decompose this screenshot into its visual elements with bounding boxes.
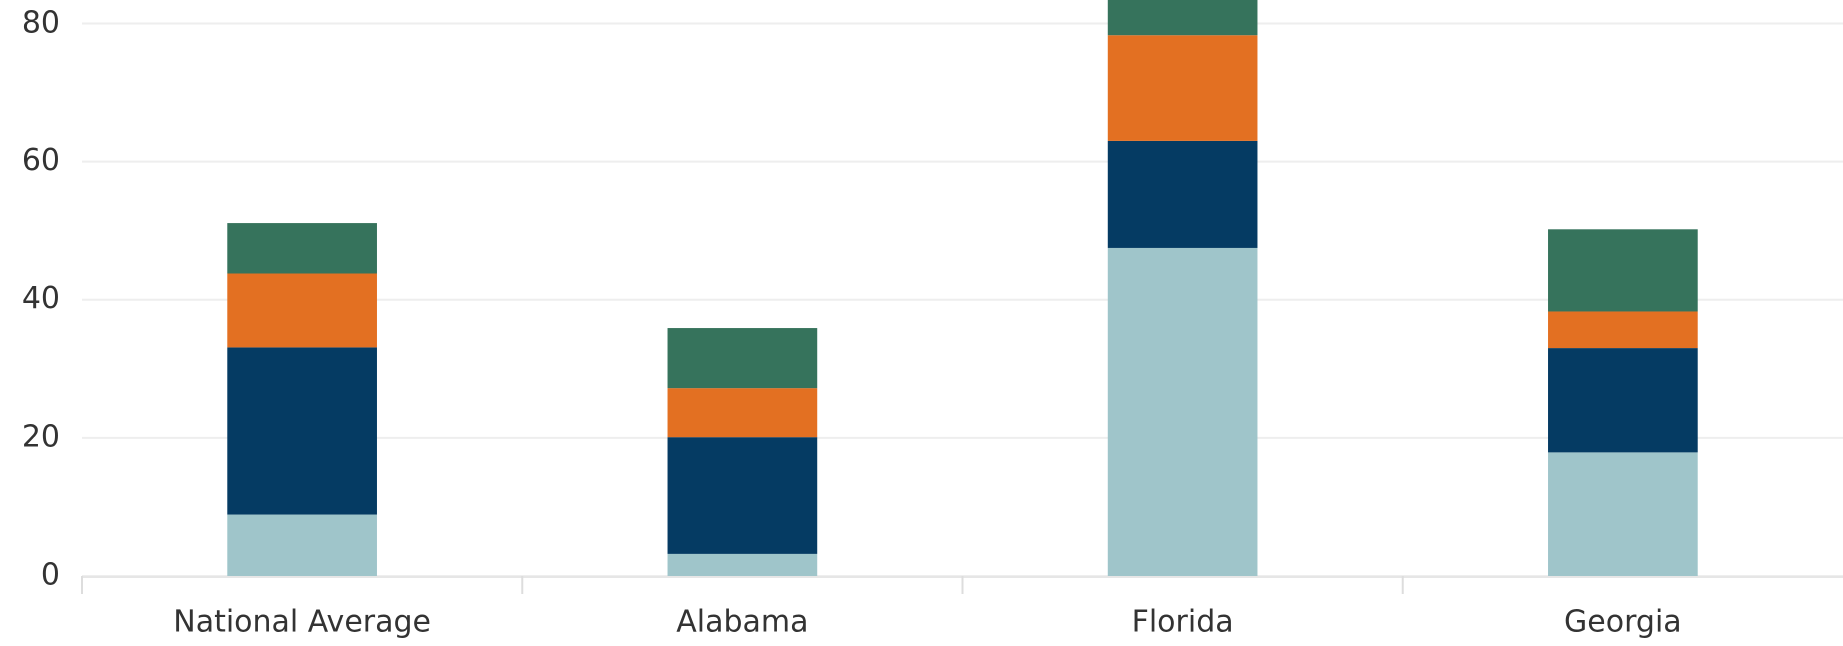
x-tick-label: Georgia — [1564, 605, 1682, 640]
x-tick-label: Florida — [1132, 605, 1234, 640]
bar-segment — [667, 388, 818, 438]
bar-segment — [1548, 229, 1698, 312]
bar-segment — [1548, 452, 1698, 576]
y-tick-label: 20 — [22, 419, 60, 454]
y-tick-label: 60 — [22, 143, 60, 178]
x-tick-label: Alabama — [676, 605, 808, 640]
bar-segment — [1548, 348, 1698, 453]
bar-segment — [1107, 35, 1258, 141]
bar-segment — [667, 553, 818, 576]
y-tick-label: 40 — [22, 281, 60, 316]
bar-segment — [1107, 140, 1258, 248]
bar-segment — [227, 273, 377, 348]
bar-segment — [1107, 247, 1258, 576]
bar-segment — [667, 328, 818, 389]
x-tick-label: National Average — [173, 605, 431, 640]
bar-segment — [227, 223, 377, 274]
bar-segment — [227, 347, 377, 515]
bar-segment — [667, 437, 818, 554]
bar-segment — [1107, 0, 1258, 36]
y-tick-label: 0 — [41, 558, 60, 593]
bar-segment — [227, 514, 377, 576]
bar-segment — [1548, 311, 1698, 349]
y-tick-label: 80 — [22, 6, 60, 41]
